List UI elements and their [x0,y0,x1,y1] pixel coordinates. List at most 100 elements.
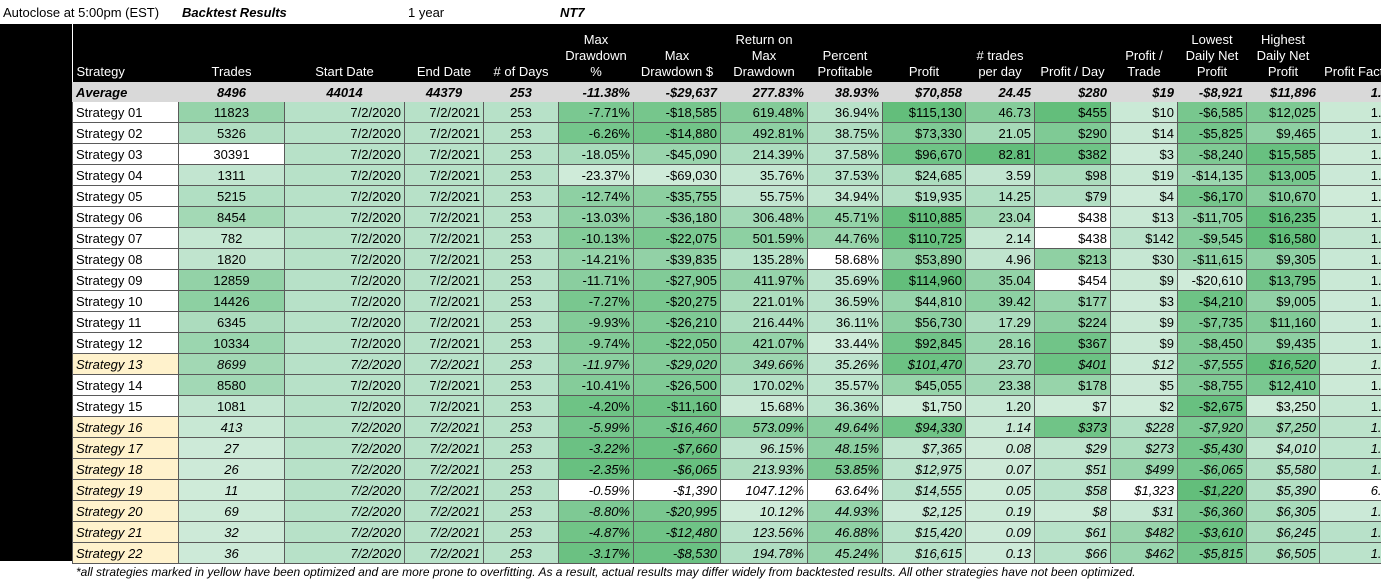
table-cell: 573.09% [720,416,808,438]
table-cell: -$18,585 [633,101,721,123]
table-cell: $224 [1034,311,1111,333]
table-cell: 1.38 [1319,437,1381,459]
table-cell: 6345 [178,311,285,333]
table-cell: 7/2/2021 [404,458,484,480]
table-row: Strategy 18 26 7/2/2020 7/2/2021 253 -2.35% -$… [72,458,1381,480]
table-cell: 253 [483,122,559,144]
table-cell: $13 [1110,206,1178,228]
table-cell: 21.05 [965,122,1035,144]
table-cell: 1820 [178,248,285,270]
table-cell: 7/2/2021 [404,269,484,291]
table-row: Strategy 01 11823 7/2/2020 7/2/2021 253 -7.71… [72,101,1381,123]
strategy-name-cell: Strategy 06 [72,206,179,228]
table-cell: 7/2/2020 [284,311,405,333]
table-cell: 1311 [178,164,285,186]
table-row: Strategy 08 1820 7/2/2020 7/2/2021 253 -14.21… [72,248,1381,270]
table-cell: 7/2/2021 [404,479,484,501]
table-cell: 30391 [178,143,285,165]
table-cell: -3.17% [558,542,634,564]
table-cell: $98 [1034,164,1111,186]
table-cell: 253 [483,542,559,564]
table-cell: $177 [1034,290,1111,312]
table-cell: -$20,610 [1177,269,1247,291]
table-cell: 253 [483,521,559,543]
table-cell: -$6,170 [1177,185,1247,207]
table-cell: -$5,825 [1177,122,1247,144]
table-cell: $101,470 [882,353,966,375]
table-cell: -$1,220 [1177,479,1247,501]
table-cell: 253 [483,206,559,228]
table-cell: 11823 [178,101,285,123]
table-cell: $31 [1110,500,1178,522]
table-cell: $58 [1034,479,1111,501]
table-cell: 7/2/2020 [284,248,405,270]
column-header-line: Max [664,48,690,63]
table-cell: $15,585 [1246,143,1320,165]
table-row: Strategy 02 5326 7/2/2020 7/2/2021 253 -6.26%… [72,122,1381,144]
table-cell: 35.69% [807,269,883,291]
average-row: Average 8496 44014 44379 253 -11.38% -$29,637 2… [72,82,1381,102]
table-cell: 7/2/2021 [404,164,484,186]
average-cell: -$8,921 [1177,82,1247,102]
column-header: Start Date [284,24,405,83]
column-header: Max Drawdown $ [633,24,721,83]
column-header: Profit / Day [1034,24,1111,83]
table-cell: -$39,835 [633,248,721,270]
table-cell: $53,890 [882,248,966,270]
period-label: 1 year [408,5,445,20]
average-cell: 44379 [404,82,484,102]
average-cell: 38.93% [807,82,883,102]
table-cell: -$11,615 [1177,248,1247,270]
table-cell: 63.64% [807,479,883,501]
table-cell: 11 [178,479,285,501]
column-header: Max Drawdown% [558,24,634,83]
table-cell: 15.68% [720,395,808,417]
table-cell: $373 [1034,416,1111,438]
table-cell: -$22,050 [633,332,721,354]
column-header-line: Max [751,48,777,63]
table-cell: -$8,755 [1177,374,1247,396]
table-cell: -$11,705 [1177,206,1247,228]
strategy-name-cell: Strategy 04 [72,164,179,186]
table-cell: 6.06 [1319,479,1381,501]
table-cell: $454 [1034,269,1111,291]
table-cell: 36.94% [807,101,883,123]
table-cell: $273 [1110,437,1178,459]
table-cell: -$7,735 [1177,311,1247,333]
table-cell: 253 [483,332,559,354]
table-row: Strategy 15 1081 7/2/2020 7/2/2021 253 -4.20%… [72,395,1381,417]
table-cell: 48.15% [807,437,883,459]
column-header-line: Daily Net [1185,48,1239,63]
table-cell: -$26,210 [633,311,721,333]
table-row: Strategy 03 30391 7/2/2020 7/2/2021 253 -18.0… [72,143,1381,165]
table-row: Strategy 21 32 7/2/2020 7/2/2021 253 -4.87% -$… [72,521,1381,543]
table-cell: 7/2/2020 [284,143,405,165]
table-cell: -3.22% [558,437,634,459]
table-row: Strategy 16 413 7/2/2020 7/2/2021 253 -5.99% -… [72,416,1381,438]
table-cell: -14.21% [558,248,634,270]
column-header-line: Strategy [76,64,125,79]
table-cell: 10.12% [720,500,808,522]
table-cell: 14.25 [965,185,1035,207]
table-cell: -$69,030 [633,164,721,186]
table-cell: -9.93% [558,311,634,333]
table-cell: 7/2/2020 [284,122,405,144]
table-cell: 253 [483,458,559,480]
table-cell: -$6,065 [633,458,721,480]
table-cell: 421.07% [720,332,808,354]
table-cell: 7/2/2021 [404,311,484,333]
table-cell: -$16,460 [633,416,721,438]
column-header-line: Percent [822,48,868,63]
table-cell: $7 [1034,395,1111,417]
table-cell: 36.59% [807,290,883,312]
table-cell: 45.71% [807,206,883,228]
table-cell: 1.20 [965,395,1035,417]
table-cell: 1.04 [1319,290,1381,312]
table-cell: $14,555 [882,479,966,501]
column-header-line: # of Days [493,64,549,79]
table-cell: -$20,275 [633,290,721,312]
column-header-line: Profit / [1125,48,1163,63]
table-row: Strategy 22 36 7/2/2020 7/2/2021 253 -3.17% -$… [72,542,1381,564]
table-cell: 619.48% [720,101,808,123]
column-header-line: Profitable [817,64,873,79]
